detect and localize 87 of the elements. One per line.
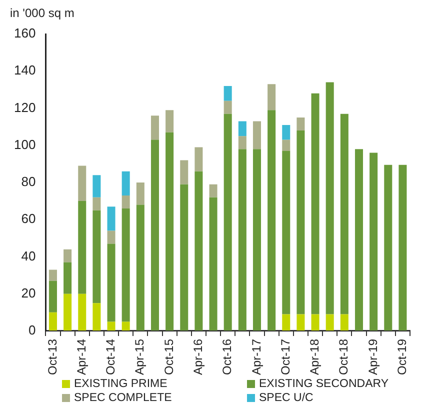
y-tick-label: 20 <box>21 285 36 300</box>
legend-label: SPEC U/C <box>259 392 314 404</box>
bar <box>92 210 101 304</box>
bar <box>92 197 101 210</box>
legend-label: EXISTING SECONDARY <box>259 378 389 390</box>
bar <box>224 86 232 101</box>
y-axis-title: in '000 sq m <box>10 6 74 20</box>
bar <box>64 294 72 330</box>
bar <box>150 140 159 330</box>
bar <box>92 303 101 330</box>
bar <box>64 262 72 294</box>
bar <box>122 322 130 330</box>
x-tick-label: Oct-19 <box>395 338 410 375</box>
bar <box>268 110 276 330</box>
bar <box>150 116 159 140</box>
bar <box>268 84 276 110</box>
bar <box>311 93 320 314</box>
bar <box>92 175 101 198</box>
x-tick-label: Oct-17 <box>278 338 292 375</box>
x-tick-label: Oct-14 <box>104 338 118 375</box>
bar <box>326 82 334 314</box>
bar <box>194 171 203 330</box>
x-tick-label: Oct-15 <box>162 338 176 375</box>
bar <box>296 118 305 131</box>
bar <box>238 136 246 150</box>
y-tick-label: 80 <box>21 174 36 190</box>
bar <box>122 195 130 208</box>
bar <box>282 140 290 151</box>
bar <box>166 110 174 132</box>
bar <box>296 314 305 330</box>
x-tick-label: Oct-13 <box>45 338 60 375</box>
bar <box>282 150 290 314</box>
y-tick-label: 40 <box>21 248 36 264</box>
bar <box>282 124 290 140</box>
bar <box>48 312 57 330</box>
x-tick-label: Apr-18 <box>308 338 322 376</box>
bar <box>180 184 188 330</box>
bar <box>78 166 86 202</box>
bar <box>166 132 174 330</box>
bar <box>107 244 116 322</box>
bar <box>78 201 86 294</box>
y-tick-label: 60 <box>21 211 36 226</box>
bar <box>370 152 378 330</box>
bar <box>122 171 130 196</box>
y-tick-label: 0 <box>28 322 36 338</box>
x-tick-label: Apr-19 <box>366 338 380 376</box>
bar <box>136 204 144 330</box>
bar <box>107 206 116 231</box>
legend-label: SPEC COMPLETE <box>74 392 172 404</box>
bar <box>48 270 57 281</box>
legend-label: EXISTING PRIME <box>74 378 168 390</box>
bar <box>238 149 246 330</box>
x-tick-label: Apr-14 <box>74 338 88 376</box>
bar <box>326 314 334 330</box>
bar <box>354 149 364 330</box>
bar <box>107 322 116 330</box>
bar <box>252 121 261 150</box>
bar <box>78 294 86 330</box>
bar <box>64 249 72 262</box>
bar <box>122 208 130 322</box>
x-tick-label: Oct-16 <box>220 338 234 375</box>
bar <box>340 314 348 330</box>
bar <box>311 314 320 330</box>
bar <box>398 164 407 330</box>
bar <box>194 147 203 172</box>
y-tick-label: 140 <box>14 62 36 78</box>
x-tick-label: Apr-15 <box>132 338 147 376</box>
bar <box>209 197 218 330</box>
x-tick-label: Apr-16 <box>191 338 206 376</box>
y-tick-label: 120 <box>14 100 36 115</box>
bar <box>48 280 57 312</box>
bar <box>296 130 305 314</box>
bar <box>384 164 392 330</box>
x-tick-label: Oct-18 <box>336 338 351 375</box>
bar <box>107 230 116 244</box>
bar <box>282 314 290 330</box>
bar <box>209 184 218 198</box>
x-tick-label: Apr-17 <box>249 338 264 376</box>
y-tick-label: 160 <box>14 26 36 41</box>
bar <box>224 100 232 114</box>
bar <box>340 114 348 314</box>
bar <box>238 121 246 136</box>
bar <box>136 182 144 205</box>
bar <box>252 149 261 330</box>
bar <box>224 114 232 330</box>
y-tick-label: 100 <box>14 136 36 152</box>
bar <box>180 160 188 184</box>
